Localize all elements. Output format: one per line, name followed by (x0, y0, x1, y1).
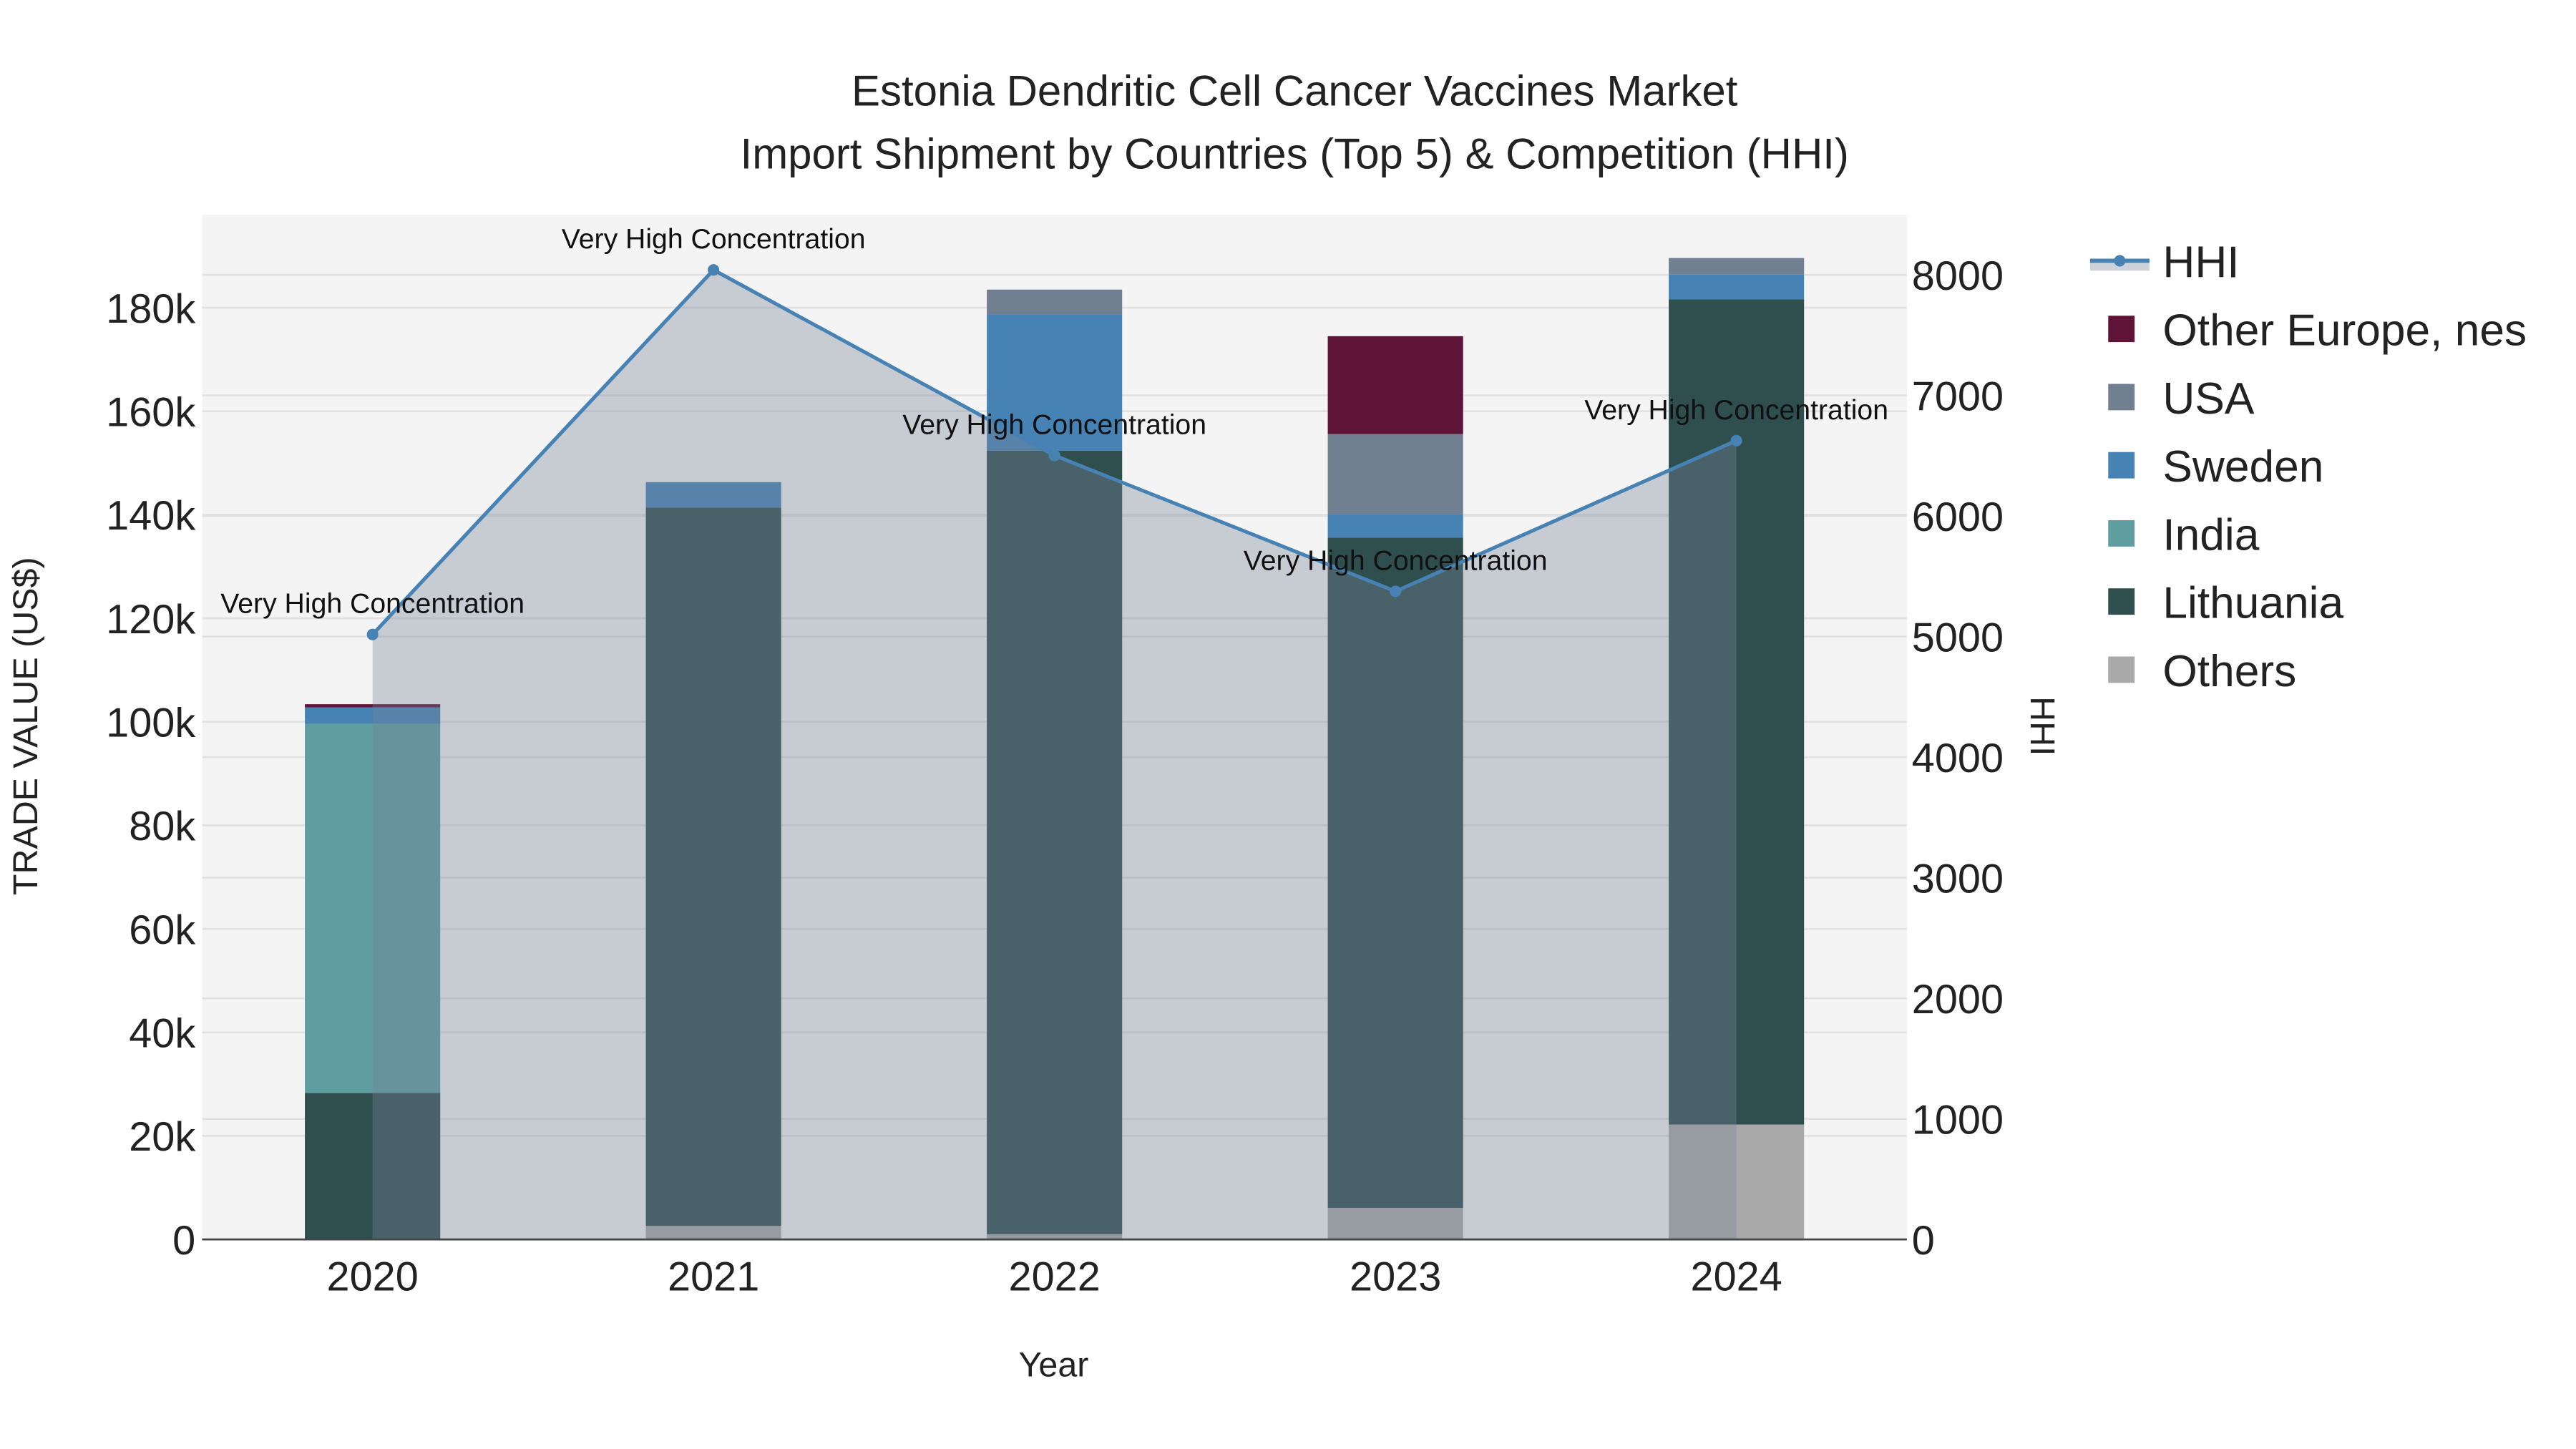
bar-lithuania-2020 (305, 1093, 441, 1240)
hhi-point-2020 (366, 628, 379, 640)
bar-sweden-2022 (987, 314, 1123, 451)
y2-tick-label: 8000 (1912, 253, 2004, 299)
x-tick-label: 2020 (327, 1254, 419, 1300)
y-tick-label: 80k (129, 804, 195, 849)
y2-tick-label: 4000 (1912, 736, 2004, 781)
bar-lithuania-2023 (1327, 537, 1463, 1208)
y2-tick-label: 5000 (1912, 615, 2004, 660)
hhi-annotation: Very High Concentration (1244, 545, 1548, 576)
y2-axis-label: HHI (2023, 696, 2062, 756)
legend-swatch-india (2108, 519, 2135, 547)
hhi-annotation: Very High Concentration (1584, 395, 1888, 426)
legend-label: Sweden (2162, 442, 2323, 492)
y2-tick-label: 2000 (1912, 977, 2004, 1023)
x-tick-label: 2023 (1350, 1254, 1441, 1300)
y-tick-label: 20k (129, 1114, 195, 1160)
legend-label: USA (2162, 374, 2254, 424)
chart-title-line2: Import Shipment by Countries (Top 5) & C… (741, 130, 1849, 177)
x-axis-label: Year (1019, 1346, 1089, 1385)
legend: HHI Other Europe, nes USA Sweden India Lithua… (2089, 238, 2527, 696)
legend-swatch-hhi-marker (2114, 255, 2126, 267)
bar-usa-2024 (1669, 258, 1805, 275)
legend-label: Others (2162, 647, 2296, 696)
y2-tick-label: 7000 (1912, 374, 2004, 419)
bar-others-2022 (987, 1234, 1123, 1240)
x-tick-label: 2021 (668, 1254, 759, 1300)
x-tick-label: 2022 (1009, 1254, 1101, 1300)
legend-swatch-usa (2108, 384, 2135, 411)
y-tick-label: 100k (106, 700, 195, 746)
hhi-series: Very High Concentration Very High Concent… (220, 224, 1888, 1240)
y-tick-label: 40k (129, 1011, 195, 1057)
y-tick-label: 120k (106, 597, 195, 643)
y-tick-label: 0 (172, 1218, 195, 1264)
legend-swatch-lithuania (2108, 588, 2135, 615)
bar-others-2023 (1327, 1207, 1463, 1240)
legend-label: HHI (2162, 238, 2239, 287)
bar-other-europe-nes-2020 (305, 704, 441, 708)
y-tick-label: 60k (129, 907, 195, 953)
hhi-annotation: Very High Concentration (902, 410, 1206, 441)
hhi-area (372, 270, 1737, 1240)
bar-other-europe-nes-2023 (1327, 336, 1463, 434)
legend-swatch-sweden (2108, 452, 2135, 479)
bar-usa-2022 (987, 289, 1123, 315)
legend-swatch-other-europe-nes (2108, 316, 2135, 343)
chart-title-line1: Estonia Dendritic Cell Cancer Vaccines M… (852, 67, 1738, 115)
y2-tick-label: 1000 (1912, 1097, 2004, 1143)
hhi-point-2023 (1390, 585, 1402, 597)
hhi-annotation: Very High Concentration (562, 224, 866, 255)
y2-tick-label: 0 (1912, 1218, 1935, 1264)
bar-sweden-2021 (645, 482, 781, 508)
legend-label: Other Europe, nes (2162, 306, 2527, 356)
y2-tick-label: 6000 (1912, 494, 2004, 540)
hhi-point-2024 (1730, 434, 1742, 447)
bar-lithuania-2022 (987, 450, 1123, 1234)
bar-sweden-2024 (1669, 274, 1805, 300)
x-axis-ticks: 2020 2021 2022 2023 2024 (327, 1254, 1782, 1300)
x-tick-label: 2024 (1691, 1254, 1782, 1300)
legend-swatch-others (2108, 656, 2135, 683)
legend-label: India (2162, 510, 2259, 560)
bar-sweden-2020 (305, 707, 441, 724)
legend-label: Lithuania (2162, 579, 2343, 628)
y2-axis-ticks: 0 1000 2000 3000 4000 5000 6000 7000 8000 (1912, 253, 2004, 1264)
bar-others-2021 (645, 1226, 781, 1240)
y-axis-label: TRADE VALUE (US$) (6, 557, 45, 895)
hhi-annotation: Very High Concentration (220, 589, 525, 620)
y2-tick-label: 3000 (1912, 856, 2004, 902)
y-axis-ticks: 0 20k 40k 60k 80k 100k 120k 140k 160k 180k (106, 286, 195, 1264)
hhi-point-2022 (1048, 449, 1060, 462)
bar-usa-2023 (1327, 434, 1463, 514)
y-tick-label: 140k (106, 493, 195, 539)
y-tick-label: 160k (106, 389, 195, 435)
hhi-point-2021 (708, 264, 720, 276)
y-tick-label: 180k (106, 286, 195, 332)
bar-sweden-2023 (1327, 514, 1463, 538)
bar-india-2020 (305, 723, 441, 1093)
bar-lithuania-2021 (645, 507, 781, 1226)
bar-others-2024 (1669, 1124, 1805, 1240)
